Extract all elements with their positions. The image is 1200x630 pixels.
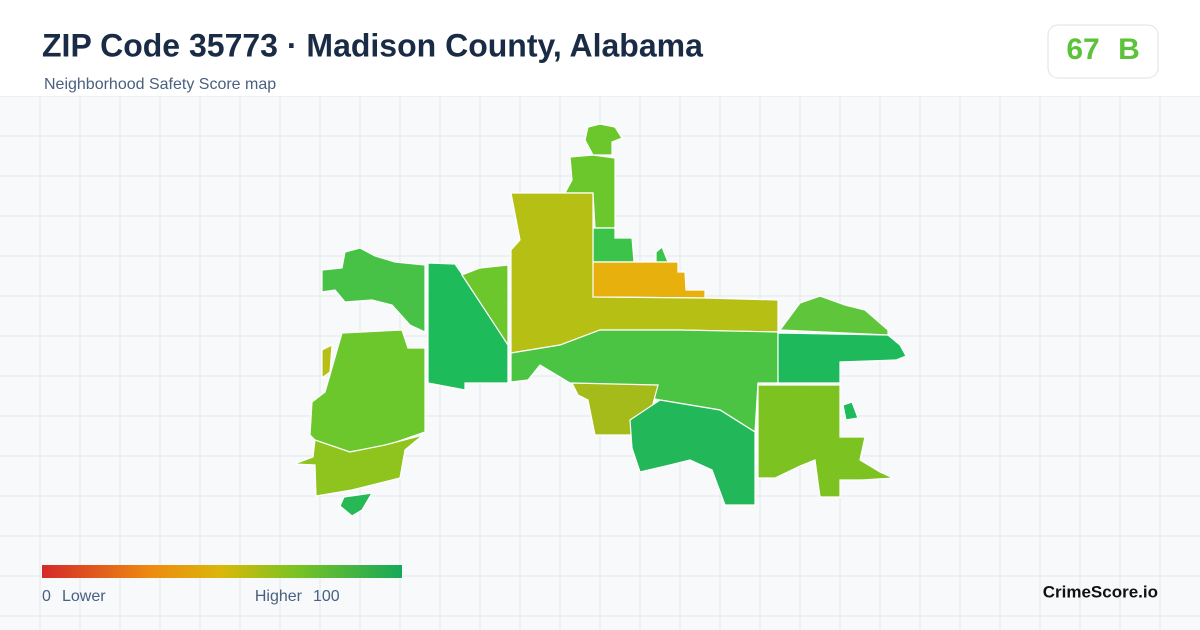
grid [0,95,1200,630]
region [293,434,424,497]
region [584,123,623,156]
legend-max-label: Higher [255,588,303,605]
region [461,264,509,348]
region [778,295,889,336]
legend-gradient [42,565,402,578]
region [629,399,756,506]
region [321,343,333,380]
legend-max: 100 [313,588,340,605]
score-value: 67 [1066,33,1099,66]
brand: CrimeScore.io [1043,582,1158,601]
subtitle: Neighborhood Safety Score map [44,76,276,93]
region [777,332,907,384]
region [842,401,859,421]
title: ZIP Code 35773 · Madison County, Alabama [42,27,703,63]
map-regions [293,123,907,517]
region [757,384,894,498]
region [339,492,374,517]
legend-min: 0 [42,588,51,605]
score-grade: B [1118,33,1140,66]
legend-min-label: Lower [62,588,106,605]
header-band [0,0,1200,96]
score-badge [1047,24,1159,79]
region [321,247,426,333]
